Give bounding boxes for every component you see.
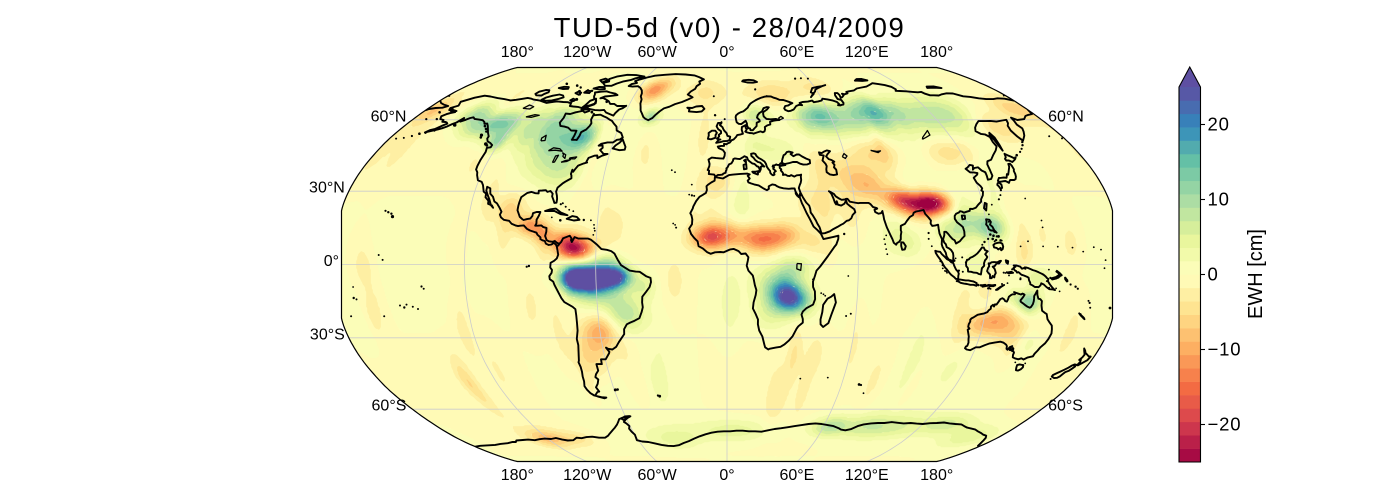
svg-text:60°N: 60°N: [1048, 108, 1084, 125]
svg-text:0°: 0°: [719, 44, 734, 61]
svg-text:60°S: 60°S: [1048, 398, 1083, 415]
svg-text:60°E: 60°E: [779, 467, 814, 484]
svg-text:0°: 0°: [719, 467, 734, 484]
svg-text:60°N: 60°N: [371, 108, 407, 125]
svg-text:0°: 0°: [324, 253, 339, 270]
svg-text:180°: 180°: [501, 467, 534, 484]
svg-text:20: 20: [1208, 114, 1230, 135]
svg-text:60°W: 60°W: [637, 44, 677, 61]
svg-text:120°W: 120°W: [563, 44, 612, 61]
svg-text:120°W: 120°W: [563, 467, 612, 484]
svg-text:60°E: 60°E: [779, 44, 814, 61]
svg-text:120°E: 120°E: [845, 467, 889, 484]
svg-text:0: 0: [1208, 264, 1219, 285]
svg-text:−20: −20: [1208, 414, 1242, 435]
svg-text:180°: 180°: [920, 467, 953, 484]
svg-text:60°S: 60°S: [372, 398, 407, 415]
svg-text:180°: 180°: [920, 44, 953, 61]
svg-text:180°: 180°: [501, 44, 534, 61]
svg-text:TUD-5d (v0) - 28/04/2009: TUD-5d (v0) - 28/04/2009: [554, 12, 906, 43]
svg-text:EWH [cm]: EWH [cm]: [1245, 229, 1267, 319]
svg-text:120°E: 120°E: [845, 44, 889, 61]
svg-text:60°W: 60°W: [637, 467, 677, 484]
svg-text:−10: −10: [1208, 339, 1242, 360]
svg-text:30°S: 30°S: [310, 326, 345, 343]
svg-text:30°N: 30°N: [309, 180, 345, 197]
svg-text:10: 10: [1208, 189, 1230, 210]
